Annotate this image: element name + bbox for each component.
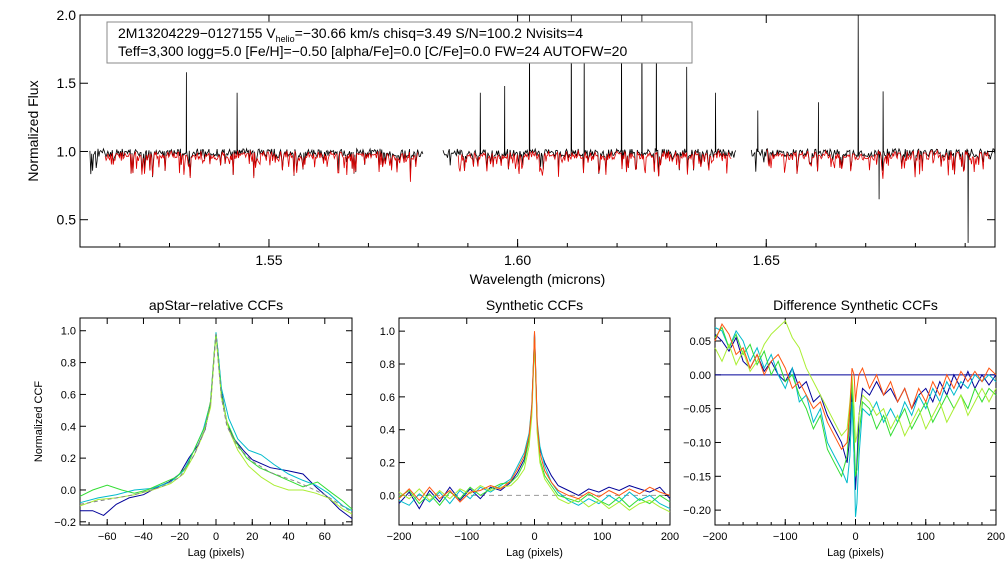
spectrum-annotation-line1: 2M13204229−0127155 Vhelio=−30.66 km/s ch… xyxy=(118,25,583,44)
synthetic_ccf-xtick-label: 200 xyxy=(661,531,679,543)
synthetic_ccf-series-2 xyxy=(398,334,671,510)
spectrum-axes-frame xyxy=(79,14,996,248)
apstar_ccf-xtick-label: −20 xyxy=(170,531,189,543)
synthetic_ccf-ytick-label: 0.8 xyxy=(380,359,395,371)
difference_ccf-ytick-label: −0.10 xyxy=(683,437,711,449)
annotation-stats: =−30.66 km/s chisq=3.49 S/N=100.2 Nvisit… xyxy=(295,25,584,41)
synthetic_ccf-xlabel: Lag (pixels) xyxy=(506,547,563,559)
apstar_ccf-xtick-label: 0 xyxy=(213,531,219,543)
apstar_ccf-xtick-label: 40 xyxy=(282,531,294,543)
spectrum-annotation-box xyxy=(106,21,693,64)
apstar_ccf-series-5 xyxy=(79,333,353,513)
apstar_ccf-series-1 xyxy=(80,333,353,520)
apstar_ccf-ytick-label: 0.4 xyxy=(61,421,76,433)
apstar_ccf-ytick-label: 1.0 xyxy=(61,326,76,338)
spectrum-model-line-chip3 xyxy=(766,149,990,179)
apstar_ccf-ylabel: Normalized CCF xyxy=(33,381,45,463)
synthetic_ccf-ytick-label: 1.0 xyxy=(380,326,395,338)
difference_ccf-ytick-label: −0.15 xyxy=(683,471,711,483)
difference_ccf-ytick-label: 0.00 xyxy=(690,370,711,382)
synthetic_ccf-ytick-label: 0.6 xyxy=(380,392,395,404)
synthetic_ccf-xtick-label: 100 xyxy=(593,531,611,543)
spectrum-xtick-label: 1.55 xyxy=(255,252,282,268)
synthetic_ccf-series-3 xyxy=(398,336,671,508)
synthetic_ccf-ytick-label: 0.0 xyxy=(380,490,395,502)
synthetic_ccf-series-5 xyxy=(398,331,671,503)
apstar_ccf-ytick-label: 0.8 xyxy=(61,358,76,370)
difference_ccf-xtick-label: −200 xyxy=(703,531,728,543)
synthetic_ccf-series-1 xyxy=(398,332,671,510)
difference_ccf-ytick-label: −0.20 xyxy=(683,505,711,517)
synthetic_ccf-title: Synthetic CCFs xyxy=(486,297,583,313)
spectrum-model-line-chip1 xyxy=(104,150,418,182)
spectrum-ytick-label: 1.0 xyxy=(57,143,77,159)
difference_ccf-ytick-label: 0.05 xyxy=(690,336,711,348)
spectrum-model-line-chip2 xyxy=(457,149,732,177)
apstar_ccf-ytick-label: −0.2 xyxy=(54,517,76,529)
annotation-helio-subscript: helio xyxy=(276,34,295,44)
difference_ccf-series-3 xyxy=(714,326,997,478)
apstar_ccf-ytick-label: 0.6 xyxy=(61,389,76,401)
apstar_ccf-xtick-label: −40 xyxy=(134,531,153,543)
apstar_ccf-xtick-label: 60 xyxy=(319,531,331,543)
apstar_ccf-ytick-label: 0.2 xyxy=(61,453,76,465)
difference_ccf-xtick-label: 0 xyxy=(852,531,858,543)
difference_ccf-xtick-label: 100 xyxy=(917,531,935,543)
apstar_ccf-ytick-label: 0.0 xyxy=(61,485,76,497)
difference_ccf-xlabel: Lag (pixels) xyxy=(827,547,884,559)
apstar_ccf-xlabel: Lag (pixels) xyxy=(188,547,245,559)
spectrum-xlabel: Wavelength (microns) xyxy=(470,271,606,287)
spectrum-ylabel: Normalized Flux xyxy=(25,80,41,181)
apstar_ccf-xtick-label: −60 xyxy=(98,531,117,543)
spectrum-xtick-label: 1.65 xyxy=(753,252,780,268)
synthetic_ccf-ytick-label: 0.4 xyxy=(380,425,395,437)
difference_ccf-xtick-label: −100 xyxy=(773,531,798,543)
spectrum-observed-line-chip3 xyxy=(750,15,995,243)
apstar_ccf-title: apStar−relative CCFs xyxy=(149,297,283,313)
annotation-star-id: 2M13204229−0127155 V xyxy=(118,25,276,41)
synthetic_ccf-ytick-label: 0.2 xyxy=(380,458,395,470)
synthetic_ccf-xtick-label: 0 xyxy=(531,531,537,543)
difference_ccf-ytick-label: −0.05 xyxy=(683,404,711,416)
apstar_ccf-series-4 xyxy=(79,335,353,515)
difference_ccf-series-4 xyxy=(714,319,997,443)
synthetic_ccf-xtick-label: −200 xyxy=(387,531,412,543)
apstar_ccf-xtick-label: 20 xyxy=(246,531,258,543)
difference_ccf-xtick-label: 200 xyxy=(987,531,1005,543)
difference_ccf-title: Difference Synthetic CCFs xyxy=(773,297,938,313)
spectrum-ytick-label: 0.5 xyxy=(57,212,77,228)
difference_ccf-series-5 xyxy=(714,323,997,451)
spectrum-ytick-label: 2.0 xyxy=(57,7,77,23)
spectrum-ytick-label: 1.5 xyxy=(57,75,77,91)
spectrum-xtick-label: 1.60 xyxy=(504,252,531,268)
synthetic_ccf-xtick-label: −100 xyxy=(454,531,479,543)
spectrum-annotation-line2: Teff=3,300 logg=5.0 [Fe/H]=−0.50 [alpha/… xyxy=(118,43,627,59)
